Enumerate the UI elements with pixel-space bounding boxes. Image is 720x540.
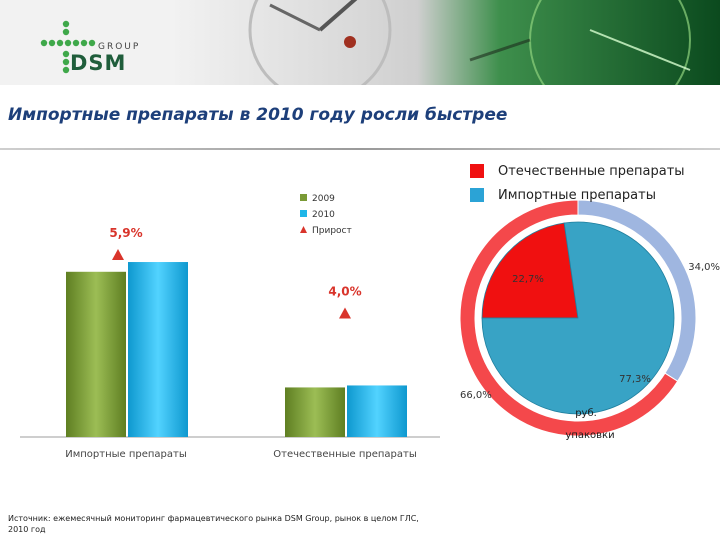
logo-brand-text: DSM <box>70 51 127 75</box>
growth-marker-1 <box>339 307 351 319</box>
category-label-1: Отечественные препараты <box>273 449 416 460</box>
bar-2010-0 <box>128 262 188 437</box>
bar-2009-0 <box>66 271 126 437</box>
header-banner: GROUP DSM <box>0 0 720 85</box>
bar-2009-1 <box>285 387 345 437</box>
outer-ring-label-0: 34,0% <box>688 262 720 273</box>
bar-legend: 2009 2010 Прирост <box>300 194 352 236</box>
legend-swatch-1 <box>300 210 307 217</box>
growth-label-0: 5,9% <box>109 226 142 240</box>
dsm-logo-icon <box>40 20 96 74</box>
bar-2010-1 <box>347 385 407 437</box>
pie-legend-item-0: Отечественные препараты <box>470 160 685 182</box>
source-note: Источник: ежемесячный мониторинг фармаце… <box>8 514 419 534</box>
title-divider <box>0 148 720 150</box>
pie-chart: 34,0% 66,0% 22,7% 77,3% руб. упаковки <box>459 199 720 441</box>
pie-legend-label-0: Отечественные препараты <box>498 163 685 179</box>
pie-legend-swatch-0 <box>470 164 484 178</box>
pie-legend-label-1: Импортные препараты <box>498 187 656 203</box>
legend-swatch-2 <box>300 226 307 233</box>
growth-marker-0 <box>112 249 124 261</box>
outer-ring-slice-1 <box>459 199 679 437</box>
outer-ring-label-1: 66,0% <box>460 390 492 401</box>
inner-pie-unit-label: руб. <box>575 408 597 419</box>
inner-pie-slice-0 <box>481 222 579 319</box>
logo-group-text: GROUP <box>98 42 141 52</box>
inner-pie-slice-1 <box>481 221 675 415</box>
header-clock-image <box>170 0 720 85</box>
legend-label-2: Прирост <box>312 226 352 236</box>
legend-label-1: 2010 <box>312 210 335 220</box>
category-label-0: Импортные препараты <box>65 449 187 460</box>
bar-chart: 5,9% Импортные препараты 4,0% Отечественные… <box>20 194 440 460</box>
legend-swatch-0 <box>300 194 307 201</box>
page-title: Импортные препараты в 2010 году росли бы… <box>8 105 508 125</box>
pie-legend-item-1: Импортные препараты <box>470 184 685 206</box>
outer-ring-unit-label: упаковки <box>565 430 614 441</box>
legend-label-0: 2009 <box>312 194 335 204</box>
pie-legend: Отечественные препараты Импортные препара… <box>470 160 685 208</box>
inner-pie-label-1: 77,3% <box>619 374 651 385</box>
growth-label-1: 4,0% <box>328 284 361 298</box>
pie-legend-swatch-1 <box>470 188 484 202</box>
inner-pie-label-0: 22,7% <box>512 274 544 285</box>
